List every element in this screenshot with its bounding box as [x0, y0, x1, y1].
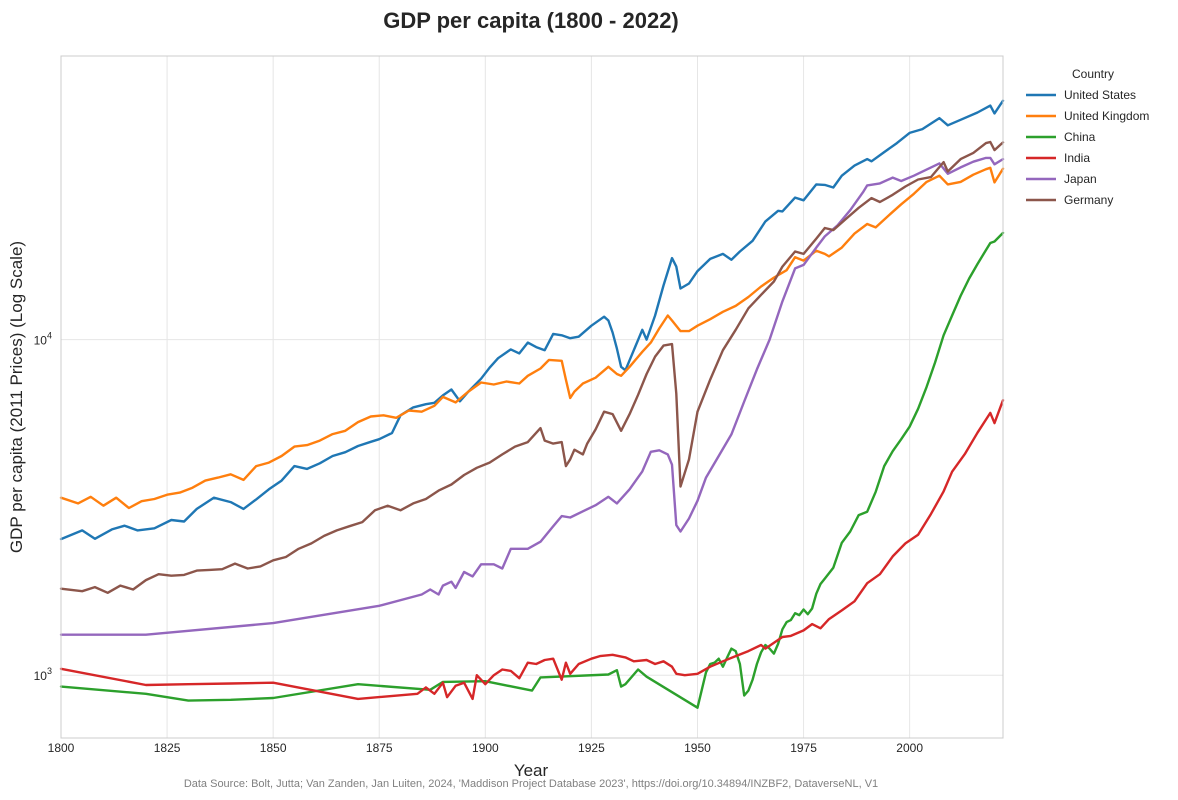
legend-entry-label: United States: [1064, 88, 1136, 102]
x-tick-label: 1900: [472, 741, 499, 755]
y-tick-base: 10: [34, 669, 48, 683]
x-axis-label: Year: [514, 761, 549, 780]
grid-lines: [60, 56, 1003, 738]
legend-entry-label: India: [1064, 151, 1090, 165]
series-line-germany: [59, 140, 1005, 594]
series-line-united-kingdom: [59, 166, 1005, 510]
legend-title: Country: [1072, 67, 1114, 81]
y-tick-label: 103: [34, 666, 52, 683]
x-tick-label: 2000: [896, 741, 923, 755]
legend-entry-label: Germany: [1064, 193, 1113, 207]
x-tick-label: 1825: [154, 741, 181, 755]
series-line-united-states: [59, 99, 1005, 541]
x-tick-label: 1925: [578, 741, 605, 755]
series-line-japan: [59, 156, 1005, 636]
y-axis-label: GDP per capita (2011 Prices) (Log Scale): [7, 241, 26, 553]
series-line-china: [59, 231, 1005, 709]
data-source-note: Data Source: Bolt, Jutta; Van Zanden, Ja…: [184, 778, 878, 790]
y-tick-exponent: 4: [47, 331, 52, 341]
y-tick-base: 10: [34, 334, 48, 348]
y-tick-exponent: 3: [47, 666, 52, 676]
legend-entry-label: United Kingdom: [1064, 109, 1149, 123]
x-tick-label: 1975: [790, 741, 817, 755]
series-line-india: [59, 399, 1005, 701]
legend: Country United States United Kingdom China…: [1026, 67, 1149, 207]
x-tick-label: 1875: [366, 741, 393, 755]
x-axis-ticks: 1800 1825 1850 1875 1900 1925 1950 1975 2000: [48, 741, 924, 755]
x-tick-label: 1800: [48, 741, 75, 755]
x-tick-label: 1850: [260, 741, 287, 755]
legend-entry-label: Japan: [1064, 172, 1097, 186]
series-lines: [59, 99, 1005, 709]
chart-title: GDP per capita (1800 - 2022): [383, 8, 679, 33]
plot-frame: [60, 55, 1004, 739]
x-tick-label: 1950: [684, 741, 711, 755]
y-tick-label: 104: [34, 331, 52, 348]
legend-entry-label: China: [1064, 130, 1096, 144]
